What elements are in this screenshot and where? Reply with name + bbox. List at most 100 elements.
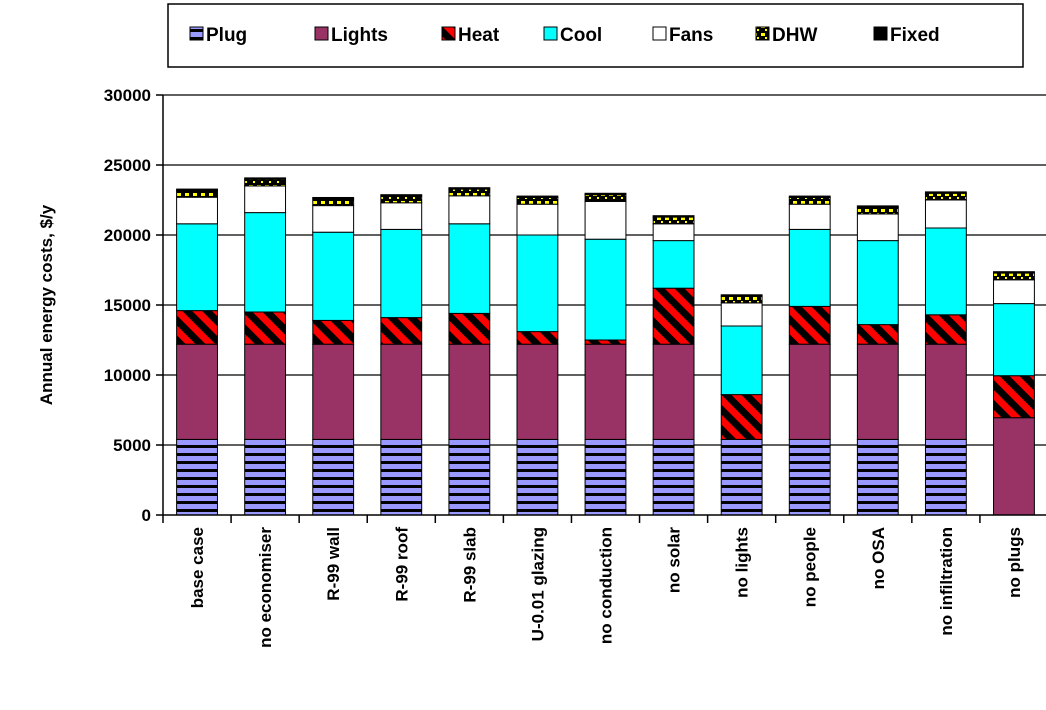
legend-swatch <box>543 26 558 41</box>
bar-lights <box>788 343 831 440</box>
x-category-label: no plugs <box>1005 527 1024 598</box>
bar-stack-no-conduction <box>584 192 627 516</box>
legend-swatch <box>873 26 888 41</box>
bar-fixed <box>584 192 627 196</box>
x-category-label: base case <box>188 527 207 608</box>
bar-heat <box>924 314 967 345</box>
bar-stack-no-people <box>788 195 831 516</box>
bar-dhw <box>584 194 627 202</box>
bar-lights <box>176 343 218 440</box>
legend-label: Cool <box>560 25 602 46</box>
bar-lights <box>652 343 695 440</box>
bar-fixed <box>516 195 559 198</box>
legend-label: Fans <box>669 25 713 46</box>
legend-item-fans: Fans <box>652 25 713 46</box>
bar-fixed <box>312 196 355 200</box>
x-category-label: no people <box>801 527 820 607</box>
bar-fixed <box>993 271 1035 274</box>
bar-stack-no-osa <box>856 205 899 516</box>
legend: Plug Lights Heat Cool Fans DHW Fixed <box>167 3 1024 68</box>
bar-plug <box>788 438 831 516</box>
y-tick-label: 15000 <box>104 296 151 315</box>
legend-swatch <box>755 26 770 41</box>
bar-cool <box>720 325 763 396</box>
bar-fans <box>244 185 287 214</box>
legend-swatch <box>652 26 667 41</box>
bars <box>176 177 1035 516</box>
bar-cool <box>993 303 1035 377</box>
legend-label: DHW <box>772 25 817 46</box>
x-category-label: no economiser <box>256 527 275 648</box>
bar-fans <box>788 203 831 230</box>
bar-dhw <box>856 206 899 215</box>
x-ticks: base case no economiser R-99 wall R-99 roof… <box>162 515 1024 648</box>
bar-plug <box>244 438 287 516</box>
bar-fans <box>993 279 1035 305</box>
bar-lights <box>516 343 559 440</box>
bar-lights <box>380 343 423 440</box>
bar-stack-r-99-roof <box>380 194 423 516</box>
x-category-label: R-99 wall <box>324 527 343 601</box>
y-tick-label: 0 <box>142 506 151 525</box>
bar-stack-no-economiser <box>244 177 287 516</box>
legend-swatch <box>314 26 329 41</box>
bar-fixed <box>856 205 899 208</box>
bar-cool <box>788 228 831 307</box>
bar-lights <box>856 343 899 440</box>
legend-item-dhw: DHW <box>755 25 817 46</box>
y-tick-label: 5000 <box>113 436 151 455</box>
bar-lights <box>584 343 627 440</box>
bar-cool <box>244 212 287 313</box>
bar-cool <box>652 240 695 289</box>
legend-item-heat: Heat <box>441 25 500 46</box>
bar-cool <box>584 238 627 341</box>
bar-heat <box>244 311 287 345</box>
legend-swatch <box>441 26 456 41</box>
bar-dhw <box>312 198 355 207</box>
x-category-label: no lights <box>733 527 752 598</box>
bar-fixed <box>652 215 695 218</box>
x-category-label: no solar <box>665 527 684 594</box>
bar-heat <box>993 375 1035 419</box>
bar-heat <box>584 339 627 345</box>
bar-dhw <box>176 189 218 198</box>
x-category-label: no OSA <box>869 527 888 589</box>
bar-heat <box>380 317 423 345</box>
bar-plug <box>380 438 423 516</box>
bar-stack-base-case <box>176 188 218 516</box>
y-tick-label: 20000 <box>104 226 151 245</box>
bar-dhw <box>380 195 423 204</box>
bar-lights <box>924 343 967 440</box>
y-tick-label: 30000 <box>104 86 151 105</box>
bar-lights <box>244 343 287 440</box>
bar-fans <box>312 205 355 233</box>
bar-stack-no-infiltration <box>924 191 967 516</box>
bar-plug <box>176 438 218 516</box>
bar-fans <box>584 200 627 240</box>
bar-stack-no-solar <box>652 215 695 516</box>
bar-cool <box>516 234 559 333</box>
legend-items: Plug Lights Heat Cool Fans DHW Fixed <box>189 25 940 46</box>
bar-fans <box>924 199 967 229</box>
legend-item-plug: Plug <box>189 25 247 46</box>
bar-cool <box>380 228 423 319</box>
bar-plug <box>516 438 559 516</box>
bar-heat <box>448 312 491 345</box>
bar-dhw <box>993 272 1035 281</box>
bar-heat <box>652 287 695 345</box>
bar-plug <box>584 438 627 516</box>
legend-item-lights: Lights <box>314 25 388 46</box>
bar-fixed <box>380 194 423 197</box>
bar-plug <box>312 438 355 516</box>
bar-fans <box>448 195 491 225</box>
bar-lights <box>448 343 491 440</box>
bar-cool <box>856 240 899 326</box>
bar-heat <box>720 394 763 440</box>
y-tick-label: 10000 <box>104 366 151 385</box>
bar-plug <box>720 438 763 516</box>
bar-fans <box>516 203 559 236</box>
bar-plug <box>924 438 967 516</box>
bar-fixed <box>448 187 491 190</box>
bar-cool <box>448 223 491 314</box>
bar-stack-r-99-wall <box>312 196 355 516</box>
